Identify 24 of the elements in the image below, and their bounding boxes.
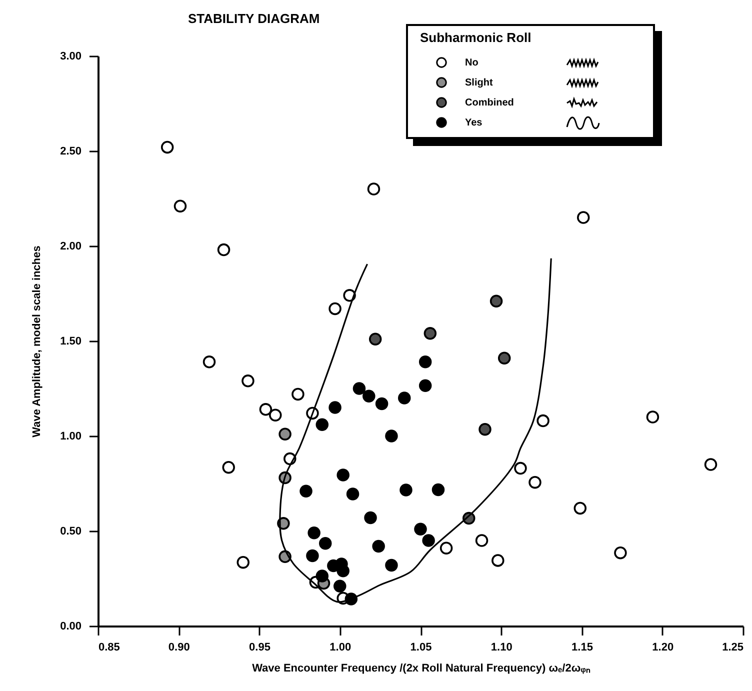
y-tick-label: 1.00 bbox=[60, 430, 82, 442]
x-tick-label: 1.20 bbox=[652, 642, 674, 654]
x-tick-label: 1.10 bbox=[490, 642, 512, 654]
x-tick-label: 0.85 bbox=[98, 642, 120, 654]
y-tick-label: 3.00 bbox=[60, 50, 82, 62]
legend-label: Slight bbox=[465, 78, 494, 88]
x-axis-title: Wave Encounter Frequency /(2x Roll Natural Frequency) ωₑ/2ωᵩₙ bbox=[252, 662, 591, 674]
y-tick-label: 2.50 bbox=[60, 146, 82, 158]
y-axis-title: Wave Amplitude, model scale inches bbox=[31, 246, 44, 438]
chart-title: STABILITY DIAGRAM bbox=[188, 11, 320, 26]
x-tick-label: 0.90 bbox=[168, 642, 190, 654]
y-tick-label: 0.00 bbox=[60, 620, 82, 632]
x-tick-label: 1.05 bbox=[410, 642, 432, 654]
legend-label: Combined bbox=[465, 98, 514, 108]
x-tick-label: 1.00 bbox=[330, 642, 352, 654]
legend-title: Subharmonic Roll bbox=[420, 30, 532, 45]
x-tick-label: 0.95 bbox=[249, 642, 270, 654]
legend-label: No bbox=[465, 58, 478, 68]
x-tick-label: 1.15 bbox=[572, 642, 593, 654]
legend-label: Yes bbox=[465, 118, 483, 128]
y-tick-label: 1.50 bbox=[60, 336, 82, 348]
y-tick-label: 0.50 bbox=[60, 526, 82, 538]
y-tick-label: 2.00 bbox=[60, 240, 82, 252]
x-tick-label: 1.25 bbox=[722, 642, 744, 654]
